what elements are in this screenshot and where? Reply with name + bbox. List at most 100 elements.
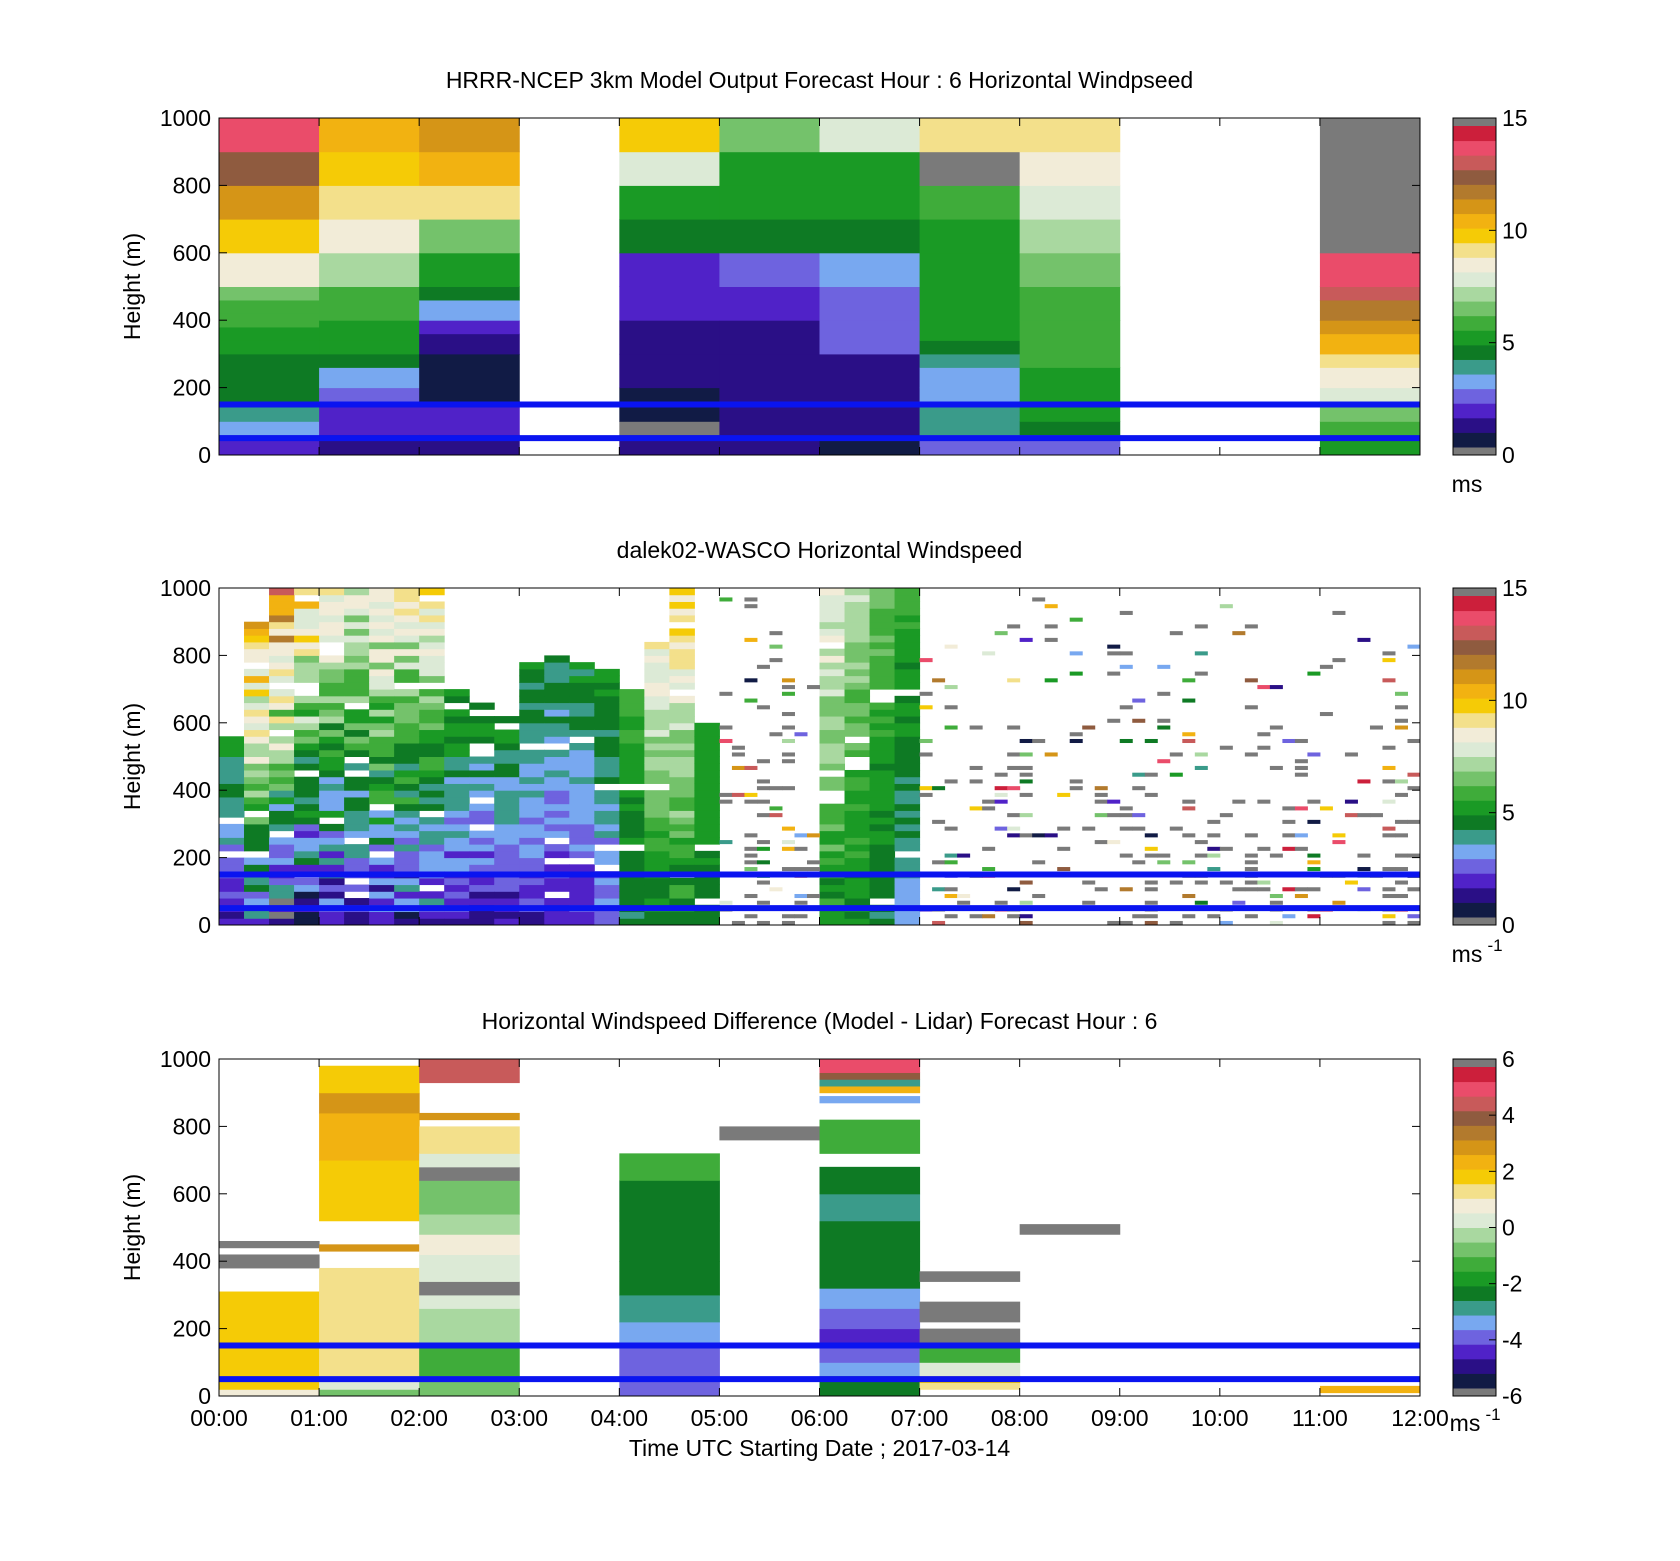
heatmap-cell (419, 729, 445, 737)
heatmap-cell (957, 893, 971, 899)
heatmap-cell (594, 803, 620, 811)
heatmap-cell (1169, 772, 1183, 777)
heatmap-cell (344, 864, 370, 872)
heatmap-cell (369, 776, 395, 784)
heatmap-cell (1219, 920, 1233, 925)
heatmap-cell (344, 588, 370, 596)
heatmap-cell (294, 635, 320, 643)
heatmap-cell (519, 830, 545, 838)
heatmap-cell (269, 668, 295, 677)
heatmap-cell (319, 1362, 420, 1377)
heatmap-cell (781, 678, 795, 683)
colorbar-tick-label: 0 (1502, 442, 1515, 468)
heatmap-cell (1282, 914, 1296, 919)
heatmap-cell (1157, 664, 1171, 669)
heatmap-cell (369, 891, 395, 899)
y-tick-label: 800 (173, 1113, 211, 1139)
y-tick-label: 400 (173, 1248, 211, 1274)
heatmap-cell (932, 920, 946, 925)
heatmap-cell (1182, 893, 1196, 899)
colorbar-unit-exponent: -1 (1485, 1405, 1500, 1424)
heatmap-cell (369, 588, 395, 596)
heatmap-cell (844, 918, 871, 926)
heatmap-cell (394, 857, 420, 865)
y-tick-label: 0 (198, 912, 211, 938)
heatmap-cell (644, 823, 670, 832)
heatmap-cell (419, 749, 445, 757)
heatmap-cell (819, 655, 846, 663)
heatmap-cell (419, 648, 445, 656)
heatmap-cell (1107, 813, 1121, 818)
heatmap-cell (519, 716, 545, 724)
heatmap-cell (844, 877, 871, 886)
heatmap-cell (219, 1389, 320, 1397)
heatmap-cell (544, 911, 570, 919)
heatmap-cell (419, 1153, 520, 1168)
heatmap-cell (1019, 914, 1033, 919)
heatmap-cell (719, 219, 820, 254)
heatmap-cell (394, 641, 420, 650)
heatmap-cell (544, 716, 570, 724)
heatmap-cell (219, 736, 245, 744)
heatmap-cell (1007, 678, 1021, 683)
heatmap-cell (669, 743, 695, 751)
heatmap-cell (844, 729, 871, 737)
heatmap-cell (944, 725, 958, 730)
heatmap-cell (1019, 792, 1033, 797)
y-axis-label: Height (m) (119, 703, 145, 810)
heatmap-cell (919, 367, 1021, 389)
colorbar-tick-label: 4 (1502, 1102, 1515, 1128)
heatmap-cell (731, 765, 745, 770)
heatmap-cell (394, 877, 420, 886)
heatmap-cell (1319, 664, 1333, 669)
y-tick-label: 1000 (160, 1046, 211, 1072)
heatmap-cell (1119, 610, 1133, 615)
colorbar-segment (1453, 126, 1496, 142)
heatmap-cell (1194, 671, 1208, 676)
heatmap-cell (294, 729, 320, 737)
heatmap-cell (869, 756, 896, 764)
heatmap-cell (219, 313, 320, 328)
heatmap-cell (419, 709, 445, 717)
heatmap-cell (269, 884, 295, 892)
heatmap-cell (619, 850, 645, 859)
heatmap-cell (519, 884, 545, 892)
heatmap-cell (819, 898, 846, 906)
heatmap-cell (669, 837, 695, 845)
heatmap-cell (319, 594, 345, 602)
heatmap-cell (819, 716, 846, 724)
colorbar-unit-exponent: -1 (1487, 936, 1502, 955)
colorbar-frame (1452, 587, 1497, 926)
heatmap-cell (544, 877, 570, 886)
heatmap-cell (394, 850, 420, 859)
heatmap-cell (569, 884, 595, 892)
heatmap-cell (619, 877, 645, 886)
heatmap-cell (269, 918, 295, 926)
heatmap-cell (569, 850, 595, 859)
heatmap-cell (319, 790, 345, 798)
heatmap-cell (1144, 792, 1158, 797)
heatmap-cell (769, 732, 783, 737)
heatmap-cell (819, 601, 846, 609)
heatmap-cell (269, 763, 295, 771)
heatmap-cell (319, 850, 345, 859)
heatmap-cell (869, 668, 896, 677)
heatmap-cell (444, 722, 470, 731)
colorbar-segment (1453, 683, 1496, 699)
heatmap-cell (1119, 853, 1133, 858)
x-axis-label: Time UTC Starting Date ; 2017-03-14 (629, 1435, 1011, 1461)
heatmap-cell (819, 1362, 921, 1377)
heatmap-cell (894, 790, 921, 798)
heatmap-cell (419, 1214, 520, 1235)
heatmap-cell (744, 860, 758, 865)
colorbar-tick-label: 5 (1502, 800, 1515, 826)
heatmap-cell (219, 1254, 320, 1269)
heatmap-cell (394, 588, 420, 596)
heatmap-cell (619, 353, 720, 389)
heatmap-cell (894, 608, 921, 616)
heatmap-cell (619, 151, 720, 186)
heatmap-cell (719, 597, 733, 602)
heatmap-cell (819, 877, 846, 886)
heatmap-cell (394, 844, 420, 852)
